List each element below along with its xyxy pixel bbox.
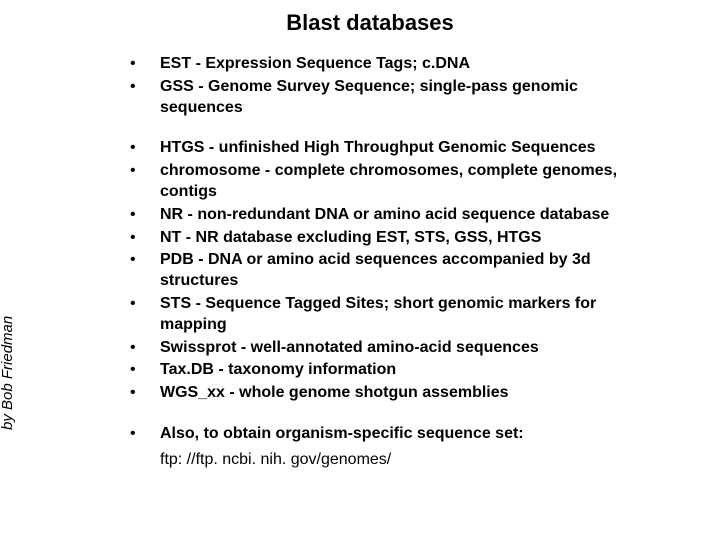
list-item: • PDB - DNA or amino acid sequences acco… (130, 250, 660, 292)
list-item: • chromosome - complete chromosomes, com… (130, 161, 660, 203)
bullet-icon: • (130, 138, 160, 159)
bullet-text: HTGS - unfinished High Throughput Genomi… (160, 138, 660, 159)
bullet-text: EST - Expression Sequence Tags; c.DNA (160, 54, 660, 75)
bullet-icon: • (130, 294, 160, 315)
bullet-text: Swissprot - well-annotated amino-acid se… (160, 338, 660, 359)
bullet-icon: • (130, 161, 160, 182)
list-item: • Swissprot - well-annotated amino-acid … (130, 338, 660, 359)
list-item: • NR - non-redundant DNA or amino acid s… (130, 205, 660, 226)
bullet-text: GSS - Genome Survey Sequence; single-pas… (160, 77, 660, 119)
bullet-group-3: • Also, to obtain organism-specific sequ… (130, 424, 660, 469)
bullet-icon: • (130, 383, 160, 404)
list-item: • HTGS - unfinished High Throughput Geno… (130, 138, 660, 159)
bullet-text: Also, to obtain organism-specific sequen… (160, 424, 660, 445)
list-item: • WGS_xx - whole genome shotgun assembli… (130, 383, 660, 404)
content-area: • EST - Expression Sequence Tags; c.DNA … (60, 54, 680, 469)
bullet-text: chromosome - complete chromosomes, compl… (160, 161, 660, 203)
bullet-text: NT - NR database excluding EST, STS, GSS… (160, 228, 660, 249)
bullet-icon: • (130, 360, 160, 381)
bullet-text: Tax.DB - taxonomy information (160, 360, 660, 381)
bullet-icon: • (130, 205, 160, 226)
bullet-group-1: • EST - Expression Sequence Tags; c.DNA … (130, 54, 660, 118)
list-item: • STS - Sequence Tagged Sites; short gen… (130, 294, 660, 336)
list-item: • EST - Expression Sequence Tags; c.DNA (130, 54, 660, 75)
bullet-icon: • (130, 250, 160, 271)
bullet-text: PDB - DNA or amino acid sequences accomp… (160, 250, 660, 292)
bullet-icon: • (130, 54, 160, 75)
credit-label: by Bob Friedman (0, 316, 16, 430)
list-item: • Also, to obtain organism-specific sequ… (130, 424, 660, 445)
footer-url-text: ftp: //ftp. ncbi. nih. gov/genomes/ (130, 451, 660, 469)
list-item: • Tax.DB - taxonomy information (130, 360, 660, 381)
bullet-text: NR - non-redundant DNA or amino acid seq… (160, 205, 660, 226)
list-item: • NT - NR database excluding EST, STS, G… (130, 228, 660, 249)
bullet-icon: • (130, 77, 160, 98)
bullet-group-2: • HTGS - unfinished High Throughput Geno… (130, 138, 660, 404)
slide-container: Blast databases • EST - Expression Seque… (0, 0, 720, 540)
list-item: • GSS - Genome Survey Sequence; single-p… (130, 77, 660, 119)
bullet-text: STS - Sequence Tagged Sites; short genom… (160, 294, 660, 336)
bullet-icon: • (130, 228, 160, 249)
bullet-text: WGS_xx - whole genome shotgun assemblies (160, 383, 660, 404)
bullet-icon: • (130, 338, 160, 359)
bullet-icon: • (130, 424, 160, 445)
slide-title: Blast databases (60, 10, 680, 36)
